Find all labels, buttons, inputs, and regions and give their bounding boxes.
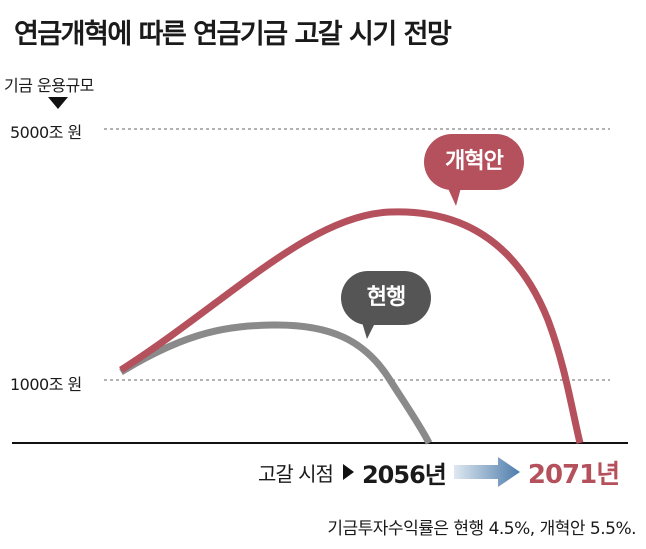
series-label-reform: 개혁안 bbox=[424, 134, 524, 206]
footnote: 기금투자수익률은 현행 4.5%, 개혁안 5.5%. bbox=[327, 519, 636, 539]
series-label-current: 현행 bbox=[341, 271, 431, 339]
depletion-timeline: 고갈 시점 2056년 2071년 bbox=[258, 455, 620, 490]
chart-title: 연금개혁에 따른 연금기금 고갈 시기 전망 bbox=[14, 19, 452, 50]
y-tick-1000: 1000조 원 bbox=[10, 375, 82, 394]
series-line-reform bbox=[119, 208, 584, 444]
series-label-current-text: 현행 bbox=[366, 285, 406, 310]
depletion-label: 고갈 시점 bbox=[258, 461, 334, 486]
depletion-year-reform: 2071년 bbox=[527, 459, 620, 490]
y-axis-label: 기금 운용규모 bbox=[4, 76, 94, 95]
play-triangle-icon bbox=[342, 464, 354, 480]
series-line-current bbox=[119, 321, 433, 445]
bubble-tail-reform bbox=[446, 184, 462, 206]
gradient-arrow-icon bbox=[453, 457, 520, 487]
series-label-reform-text: 개혁안 bbox=[445, 149, 504, 174]
depletion-year-current: 2056년 bbox=[361, 460, 447, 489]
y-axis-marker-icon bbox=[48, 97, 68, 109]
bubble-tail-current bbox=[361, 319, 377, 339]
y-tick-5000: 5000조 원 bbox=[10, 123, 82, 142]
